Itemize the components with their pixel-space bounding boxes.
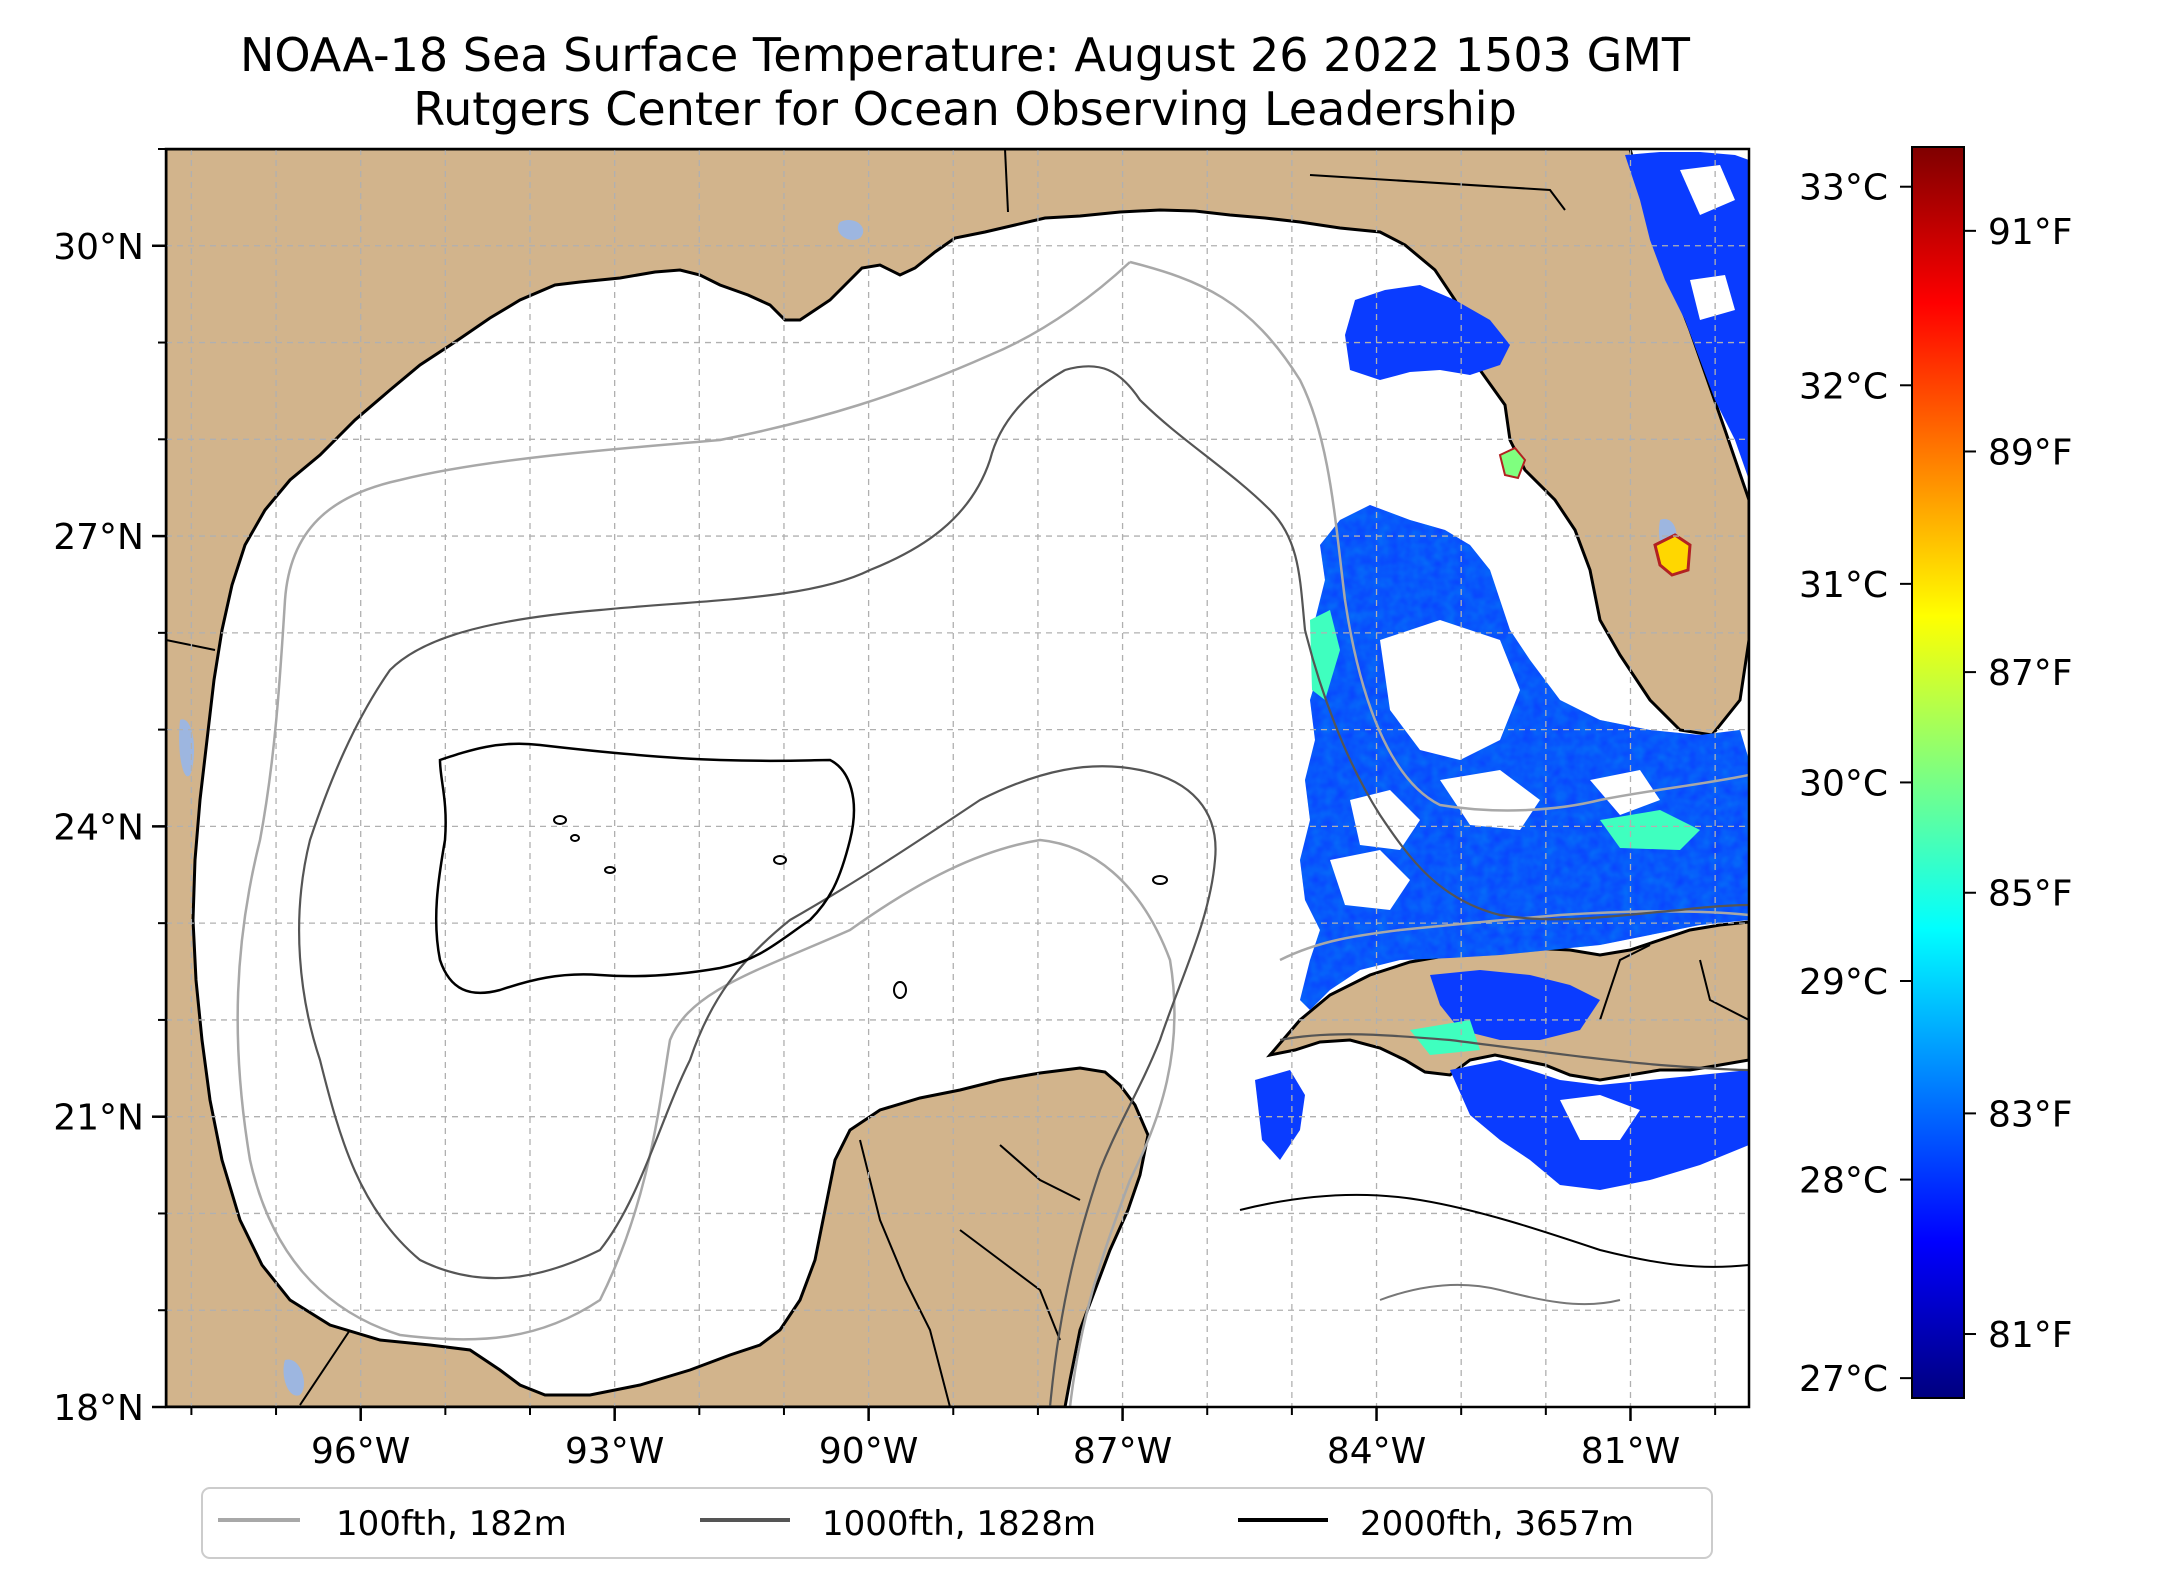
lat-tick-label: 21°N	[53, 1098, 144, 1139]
celsius-tick-label: 33°C	[1799, 168, 1888, 209]
legend-item-1000fth: 1000fth, 1828m	[700, 1504, 1096, 1544]
map-axis-ticks: 96°W 93°W 90°W 87°W 84°W 81°W 18°N 21°N 24°N 27°N…	[53, 148, 1717, 1472]
political-borders	[166, 149, 1749, 1407]
bathymetry-contours	[236, 260, 1749, 1407]
fahrenheit-tick-label: 83°F	[1988, 1094, 2073, 1135]
contour-1000fth	[298, 365, 1749, 1407]
legend-label-1000fth: 1000fth, 1828m	[822, 1504, 1096, 1544]
celsius-tick-label: 28°C	[1799, 1161, 1888, 1202]
lat-tick-label: 18°N	[53, 1388, 144, 1429]
contour-legend: 100fth, 182m 1000fth, 1828m 2000fth, 365…	[201, 1487, 1713, 1559]
sst-swath-north	[1345, 285, 1510, 380]
sst-swath-east-florida	[1625, 152, 1749, 480]
lon-tick-label: 96°W	[311, 1431, 410, 1472]
fahrenheit-tick-label: 89°F	[1988, 432, 2073, 473]
fahrenheit-tick-label: 81°F	[1988, 1315, 2073, 1356]
lon-tick-label: 87°W	[1073, 1431, 1172, 1472]
lat-tick-label: 30°N	[53, 227, 144, 268]
celsius-tick-label: 27°C	[1799, 1359, 1888, 1400]
contour-caribbean-deep	[1239, 1193, 1749, 1268]
sst-cyan-streak-2	[1600, 810, 1700, 850]
fahrenheit-tick-label: 91°F	[1988, 212, 2073, 253]
legend-label-100fth: 100fth, 182m	[336, 1504, 567, 1544]
sst-cyan-streak-3	[1410, 1020, 1480, 1055]
map-subtitle: Rutgers Center for Ocean Observing Leade…	[413, 82, 1517, 136]
colorbar-gradient	[1911, 146, 1965, 1399]
sst-swath-cuba-north	[1430, 970, 1600, 1040]
graticule	[166, 149, 1749, 1407]
map-title: NOAA-18 Sea Surface Temperature: August …	[239, 28, 1690, 82]
lon-tick-label: 93°W	[565, 1431, 664, 1472]
sst-swath-south-patch	[1255, 1070, 1305, 1160]
lon-tick-label: 84°W	[1327, 1431, 1426, 1472]
lat-tick-label: 27°N	[53, 517, 144, 558]
legend-item-2000fth: 2000fth, 3657m	[1238, 1504, 1634, 1544]
legend-label-2000fth: 2000fth, 3657m	[1360, 1504, 1634, 1544]
yucatan-lake	[283, 1359, 305, 1396]
celsius-tick-label: 29°C	[1799, 962, 1888, 1003]
legend-item-100fth: 100fth, 182m	[218, 1504, 567, 1544]
sst-swath	[1255, 152, 1749, 1190]
contour-2000fth	[434, 742, 856, 995]
lon-tick-label: 81°W	[1581, 1431, 1680, 1472]
colorbar: 27°C 28°C 29°C 30°C 31°C 32°C 33°C 81°F 83°F 85°F…	[1799, 146, 2073, 1400]
cloud-gaps	[1330, 165, 1735, 1140]
legend-box	[201, 1487, 1713, 1559]
fahrenheit-tick-label: 85°F	[1988, 874, 2073, 915]
fahrenheit-tick-label: 87°F	[1988, 653, 2073, 694]
map-frame	[164, 147, 1751, 1409]
sst-warm-spot-coast	[1498, 446, 1527, 480]
celsius-tick-label: 31°C	[1799, 565, 1888, 606]
celsius-tick-label: 30°C	[1799, 763, 1888, 804]
lon-tick-label: 90°W	[819, 1431, 918, 1472]
map-panel[interactable]: 96°W 93°W 90°W 87°W 84°W 81°W 18°N 21°N 24°N 27°N…	[53, 147, 1751, 1472]
celsius-tick-label: 32°C	[1799, 366, 1888, 407]
louisiana-lake	[837, 220, 864, 240]
lat-tick-label: 24°N	[53, 807, 144, 848]
texas-lake	[179, 719, 195, 777]
contour-2000fth-islands	[553, 815, 1168, 999]
contour-caribbean-mid	[1379, 1283, 1621, 1306]
sst-warm-spot-inland	[1653, 533, 1692, 577]
colorbar-ticks: 27°C 28°C 29°C 30°C 31°C 32°C 33°C 81°F 83°F 85°F…	[1799, 168, 2072, 1400]
